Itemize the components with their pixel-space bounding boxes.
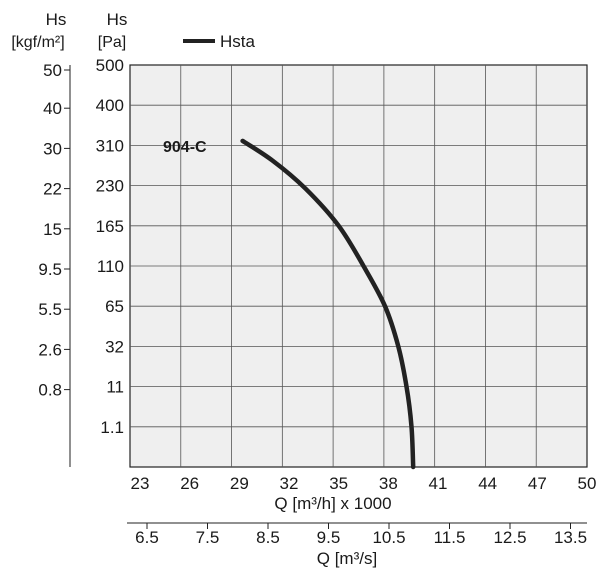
x-top-tick-label: 41 — [429, 474, 448, 493]
y-inner-tick-label: 110 — [97, 257, 124, 276]
x-bottom-tick-label: 13.5 — [554, 528, 587, 547]
y-outer-tick-label: 9.5 — [38, 260, 62, 279]
left-inner-axis-ticks: 500 400 310 230 165 110 65 32 11 1.1 — [96, 56, 124, 437]
y-outer-tick-label: 40 — [43, 99, 62, 118]
y-inner-tick-label: 400 — [96, 96, 124, 115]
y-outer-tick-label: 2.6 — [38, 340, 62, 359]
series-label-904c: 904-C — [163, 139, 207, 156]
x-top-tick-label: 23 — [131, 474, 150, 493]
x-top-tick-label: 47 — [528, 474, 547, 493]
left-outer-axis-ticks: 50 40 30 22 15 9.5 5.5 2.6 0.8 — [38, 61, 70, 400]
x-top-tick-label: 50 — [578, 474, 597, 493]
y-outer-tick-label: 5.5 — [38, 300, 62, 319]
x-axis-bottom-label: Q [m³/s] — [317, 549, 377, 568]
y-outer-tick-label: 0.8 — [38, 381, 62, 400]
left-outer-axis-title: Hs — [46, 10, 67, 29]
y-inner-tick-label: 165 — [96, 217, 124, 236]
x-top-tick-label: 35 — [329, 474, 348, 493]
x-bottom-tick-label: 9.5 — [317, 528, 341, 547]
x-bottom-tick-label: 8.5 — [256, 528, 280, 547]
x-bottom-tick-label: 12.5 — [493, 528, 526, 547]
y-inner-tick-label: 1.1 — [100, 418, 124, 437]
grid-lines — [130, 65, 587, 467]
y-inner-tick-label: 310 — [96, 136, 124, 155]
series-line-hsta — [240, 138, 416, 470]
left-outer-axis-unit: [kgf/m²] — [11, 34, 64, 51]
x-bottom-tick-label: 6.5 — [135, 528, 159, 547]
x-top-tick-label: 32 — [280, 474, 299, 493]
x-axis-top-label: Q [m³/h] x 1000 — [274, 494, 391, 513]
y-outer-tick-label: 50 — [43, 61, 62, 80]
x-top-tick-label: 44 — [478, 474, 497, 493]
y-inner-tick-label: 11 — [106, 378, 124, 397]
x-axis-bottom-ticks: 6.5 7.5 8.5 9.5 10.5 11.5 12.5 13.5 — [135, 523, 587, 547]
left-inner-axis-title: Hs — [107, 10, 128, 29]
x-bottom-tick-label: 10.5 — [372, 528, 405, 547]
x-top-tick-label: 29 — [230, 474, 249, 493]
y-inner-tick-label: 500 — [96, 56, 124, 75]
x-bottom-tick-label: 7.5 — [196, 528, 220, 547]
y-outer-tick-label: 22 — [43, 180, 62, 199]
legend-entry-hsta: Hsta — [220, 32, 256, 51]
y-outer-tick-label: 15 — [43, 220, 62, 239]
left-inner-axis-unit: [Pa] — [98, 34, 126, 51]
x-bottom-tick-label: 11.5 — [434, 528, 466, 547]
y-inner-tick-label: 230 — [96, 177, 124, 196]
y-inner-tick-label: 32 — [105, 337, 124, 356]
x-top-tick-label: 38 — [379, 474, 398, 493]
y-inner-tick-label: 65 — [105, 297, 124, 316]
x-axis-top-ticks: 23 26 29 32 35 38 41 44 47 50 — [131, 474, 597, 493]
y-outer-tick-label: 30 — [43, 139, 62, 158]
x-top-tick-label: 26 — [180, 474, 199, 493]
